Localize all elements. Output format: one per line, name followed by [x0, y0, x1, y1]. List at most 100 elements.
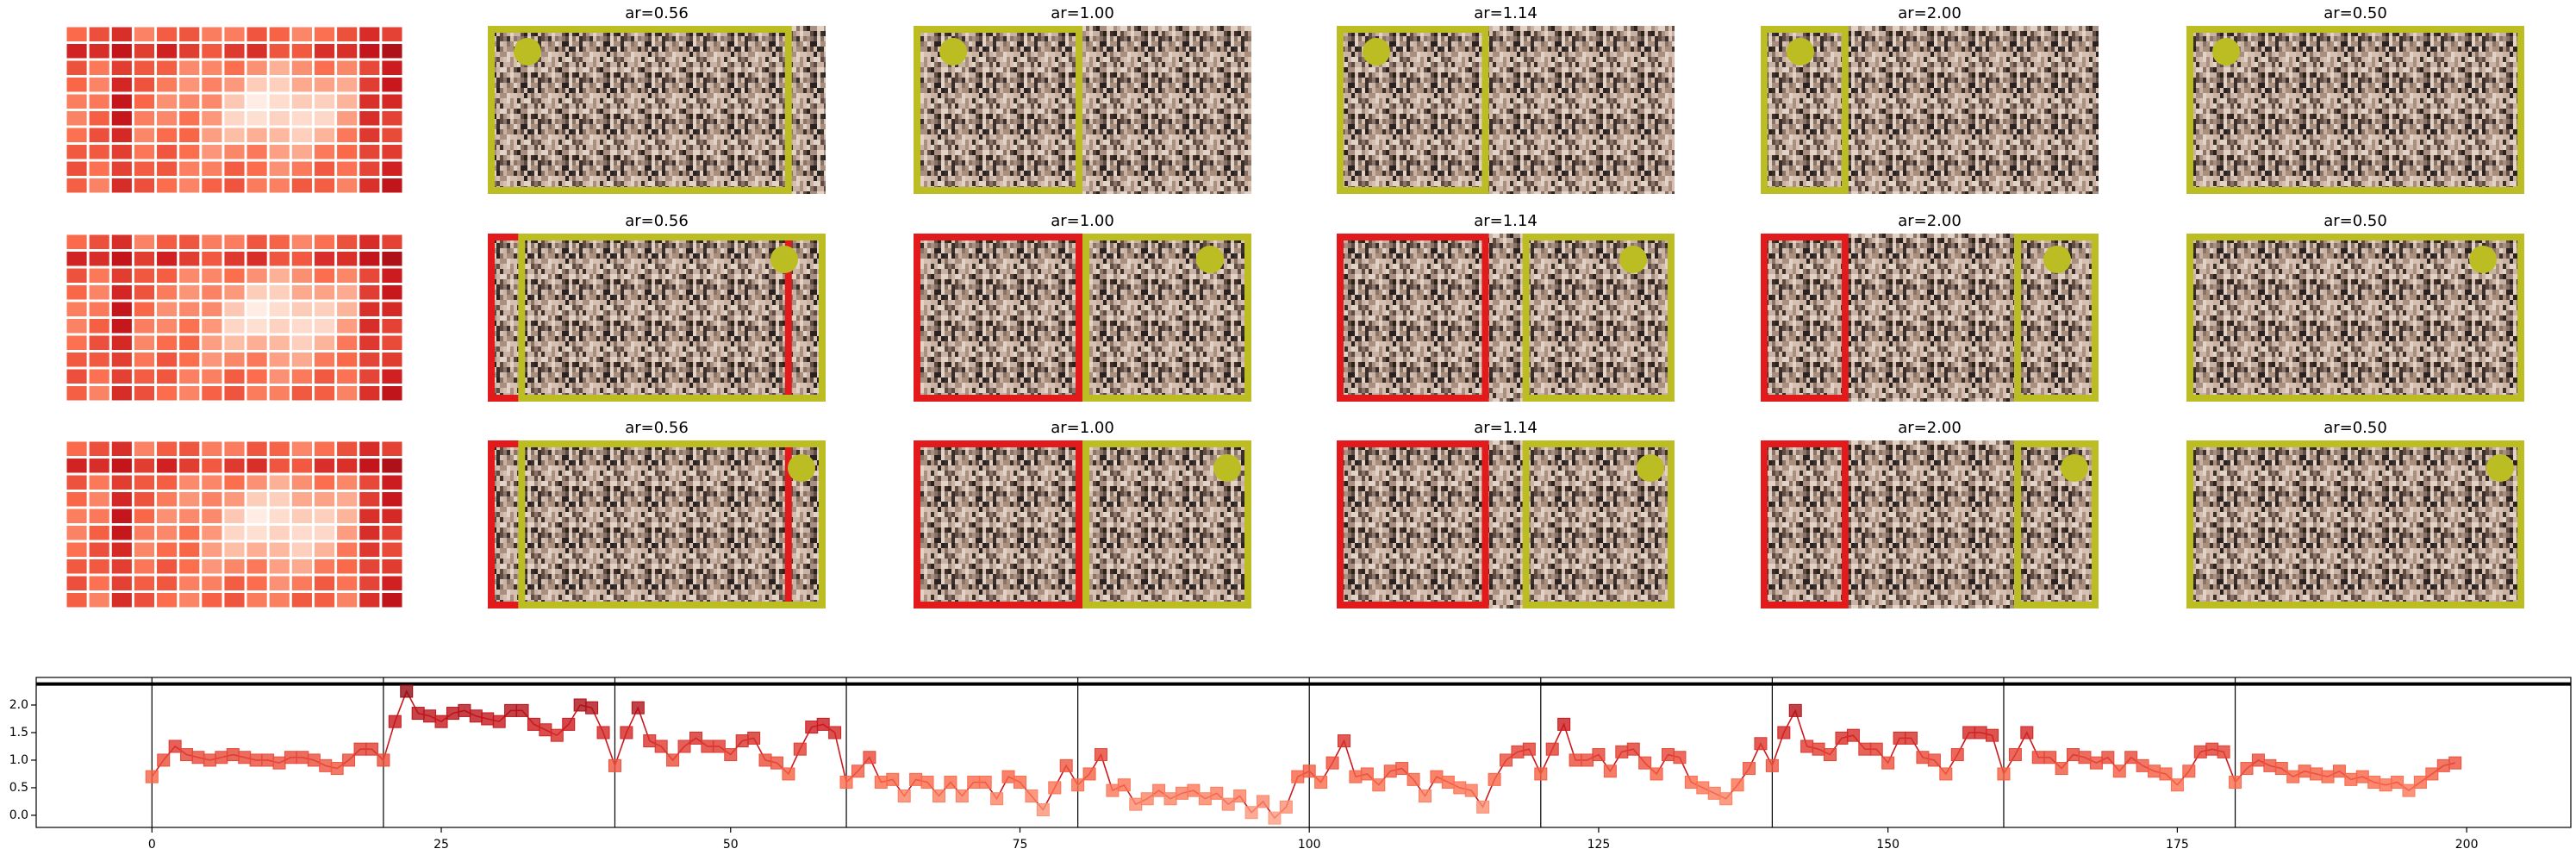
heatmap-cell	[66, 559, 87, 574]
panel-image	[2186, 26, 2524, 194]
point-marker	[249, 753, 263, 767]
heatmap-cell	[291, 526, 312, 540]
heatmap-cell	[269, 509, 290, 523]
point-marker	[1615, 745, 1629, 758]
heatmap-cell	[269, 335, 290, 350]
point-marker	[1881, 756, 1895, 770]
heatmap-cell	[89, 475, 109, 490]
heatmap-cell	[291, 576, 312, 590]
heatmap-cell	[382, 542, 402, 557]
heatmap-cell	[134, 44, 155, 59]
x-tick-label: 100	[1298, 838, 1321, 852]
heatmap-cell	[359, 268, 380, 283]
heatmap-cell	[134, 542, 155, 557]
point-marker	[469, 709, 483, 723]
point-marker	[2205, 742, 2219, 756]
heatmap-cell	[291, 27, 312, 41]
heatmap-cell	[291, 369, 312, 384]
point-marker	[1719, 792, 1733, 806]
point-marker	[654, 740, 668, 753]
heatmap-cell	[359, 319, 380, 334]
heatmap-cell	[314, 302, 335, 316]
heatmap-cell	[157, 509, 178, 523]
heatmap-cell	[337, 268, 358, 283]
point-marker	[2448, 756, 2462, 770]
heatmap-cell	[246, 178, 267, 193]
point-marker	[2112, 765, 2126, 778]
heatmap-cell	[246, 94, 267, 109]
heatmap-cell	[246, 576, 267, 590]
target-dot	[939, 38, 967, 66]
heatmap-cell	[111, 111, 132, 126]
heatmap-cell	[291, 542, 312, 557]
point-marker	[1788, 703, 1802, 717]
heatmap-cell	[224, 178, 245, 193]
point-marker	[2229, 776, 2242, 789]
x-tick-label: 175	[2166, 838, 2189, 852]
heatmap-cell	[246, 335, 267, 350]
point-marker	[955, 789, 969, 803]
heatmap-cell	[111, 178, 132, 193]
heatmap-cell	[66, 178, 87, 193]
heatmap-cell	[111, 441, 132, 456]
heatmap-cell	[157, 128, 178, 142]
heatmap-cell	[269, 60, 290, 75]
point-marker	[1441, 776, 1455, 789]
heatmap-cell	[89, 459, 109, 473]
heatmap-cell	[111, 369, 132, 384]
heatmap-cell	[246, 369, 267, 384]
point-marker	[2170, 778, 2184, 792]
point-marker	[1846, 728, 1860, 742]
heatmap-cell	[202, 145, 222, 159]
heatmap-cell	[202, 559, 222, 574]
heatmap-cell	[179, 128, 200, 142]
heatmap-cell	[202, 234, 222, 249]
point-marker	[562, 717, 576, 731]
heatmap-cell	[291, 268, 312, 283]
panel-image	[1761, 234, 2099, 402]
point-marker	[353, 742, 367, 756]
point-marker	[1338, 734, 1351, 748]
heatmap-cell	[66, 526, 87, 540]
heatmap-cell	[134, 78, 155, 92]
heatmap-cell	[111, 27, 132, 41]
heatmap-cell	[314, 542, 335, 557]
red-box	[914, 234, 1082, 402]
heatmap-cell	[89, 335, 109, 350]
heatmap-cell	[111, 509, 132, 523]
heatmap-cell	[314, 492, 335, 507]
point-marker	[909, 772, 923, 786]
heatmap-cell	[157, 78, 178, 92]
point-marker	[1163, 792, 1177, 806]
heatmap-cell	[111, 302, 132, 316]
point-marker	[747, 731, 761, 745]
heatmap-cell	[157, 234, 178, 249]
heatmap-cell	[66, 576, 87, 590]
heatmap-cell	[269, 178, 290, 193]
red-box	[1337, 234, 1489, 402]
heatmap-cell	[269, 27, 290, 41]
heatmap-cell	[134, 178, 155, 193]
point-marker	[1824, 748, 1837, 762]
heatmap-cell	[382, 44, 402, 59]
heatmap-cell	[246, 509, 267, 523]
heatmap-cell	[111, 268, 132, 283]
x-tick-label: 125	[1587, 838, 1611, 852]
point-marker	[1974, 726, 1987, 740]
heatmap-cell	[202, 60, 222, 75]
point-marker	[1360, 767, 1374, 781]
point-marker	[1268, 811, 1282, 825]
target-dot	[2212, 38, 2240, 66]
point-marker	[2124, 751, 2138, 765]
heatmap-cell	[157, 386, 178, 401]
point-marker	[608, 758, 621, 772]
point-marker	[689, 731, 702, 745]
yellow-box	[1337, 26, 1489, 194]
point-marker	[2251, 753, 2265, 767]
heatmap-cell	[202, 27, 222, 41]
point-marker	[1569, 753, 1582, 767]
point-marker	[550, 728, 564, 742]
x-tick-label: 25	[433, 838, 449, 852]
heatmap-cell	[179, 526, 200, 540]
point-marker	[770, 756, 783, 770]
